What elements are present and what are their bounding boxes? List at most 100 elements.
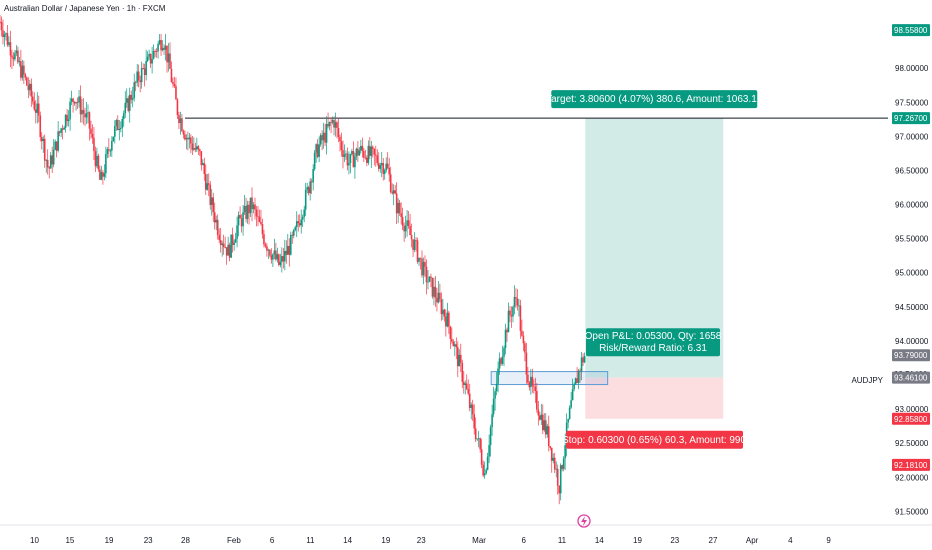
candle bbox=[94, 151, 97, 167]
candle bbox=[439, 292, 441, 300]
price-tag[interactable] bbox=[892, 458, 930, 471]
price-tag-label: 98.55800 bbox=[894, 26, 928, 35]
candle bbox=[200, 151, 203, 166]
y-tick-label: 96.00000 bbox=[895, 201, 929, 210]
candle bbox=[161, 47, 164, 51]
candle bbox=[452, 341, 455, 347]
candle bbox=[349, 154, 352, 163]
chart-title: Australian Dollar / Japanese Yen · 1h · … bbox=[4, 4, 166, 13]
candle bbox=[488, 445, 490, 457]
candle bbox=[343, 154, 346, 157]
candle bbox=[413, 239, 416, 250]
candle bbox=[61, 128, 64, 130]
target-label[interactable] bbox=[551, 90, 758, 109]
candle bbox=[298, 223, 301, 226]
candle bbox=[57, 131, 59, 151]
open-pnl-label[interactable] bbox=[586, 328, 720, 357]
candle bbox=[547, 426, 550, 447]
candle bbox=[327, 124, 329, 127]
candle bbox=[367, 145, 370, 163]
lightning-icon[interactable] bbox=[577, 514, 591, 528]
candle bbox=[142, 68, 144, 69]
candle bbox=[564, 445, 566, 459]
candle bbox=[187, 138, 189, 140]
candle bbox=[109, 150, 112, 152]
candle bbox=[33, 101, 36, 110]
x-tick-label: 14 bbox=[343, 536, 352, 545]
x-tick-label: 19 bbox=[633, 536, 642, 545]
candle bbox=[459, 354, 462, 363]
candle bbox=[476, 438, 478, 440]
candle bbox=[333, 120, 335, 128]
candle bbox=[428, 276, 431, 282]
candle bbox=[173, 84, 176, 87]
candle bbox=[54, 141, 56, 150]
candle bbox=[43, 138, 46, 161]
candle bbox=[424, 261, 426, 267]
candle bbox=[446, 312, 449, 327]
candle bbox=[245, 205, 247, 219]
candle bbox=[127, 98, 130, 111]
candle bbox=[276, 254, 279, 260]
candle bbox=[295, 221, 298, 228]
candle bbox=[421, 258, 423, 276]
candle bbox=[331, 120, 334, 123]
price-tag[interactable] bbox=[892, 349, 930, 362]
x-tick-label: 6 bbox=[270, 536, 275, 545]
candle bbox=[501, 356, 504, 364]
candle bbox=[337, 127, 340, 137]
candle bbox=[197, 146, 200, 150]
candle bbox=[522, 335, 525, 344]
candle bbox=[157, 44, 159, 52]
lightning-icon-glyph bbox=[581, 516, 587, 526]
candle bbox=[409, 226, 411, 236]
loss-zone[interactable] bbox=[585, 377, 724, 419]
price-tag[interactable] bbox=[892, 412, 930, 425]
candle bbox=[282, 256, 285, 262]
price-tag[interactable] bbox=[892, 24, 930, 37]
stop-label[interactable] bbox=[566, 430, 743, 449]
candle bbox=[175, 86, 177, 100]
candle bbox=[301, 216, 304, 220]
candle bbox=[321, 135, 323, 141]
candle bbox=[568, 407, 571, 420]
price-axis[interactable] bbox=[888, 0, 932, 550]
y-tick-label: 94.00000 bbox=[895, 337, 929, 346]
candle bbox=[67, 119, 70, 122]
candle bbox=[105, 154, 107, 174]
candle bbox=[376, 155, 379, 163]
x-tick-label: 28 bbox=[181, 536, 190, 545]
candle bbox=[218, 234, 221, 241]
candle bbox=[225, 247, 228, 256]
candle bbox=[307, 187, 310, 194]
candle bbox=[231, 234, 234, 245]
candle bbox=[389, 174, 392, 192]
y-tick-label: 91.50000 bbox=[895, 507, 929, 516]
candle bbox=[498, 358, 501, 369]
candle bbox=[221, 243, 223, 245]
candle bbox=[489, 427, 492, 446]
candle bbox=[179, 118, 182, 124]
candle bbox=[72, 98, 74, 102]
candle bbox=[297, 221, 300, 224]
candle bbox=[216, 219, 219, 235]
candle bbox=[419, 257, 422, 259]
x-tick-label: 19 bbox=[105, 536, 114, 545]
candle bbox=[281, 256, 283, 262]
candle bbox=[464, 383, 467, 385]
price-tag[interactable] bbox=[892, 112, 930, 125]
candle bbox=[527, 374, 529, 383]
candle bbox=[456, 347, 459, 367]
price-tag[interactable] bbox=[892, 371, 930, 384]
candle bbox=[485, 469, 487, 474]
entry-zone-box[interactable] bbox=[490, 371, 609, 386]
candle bbox=[63, 127, 65, 130]
candle bbox=[503, 347, 505, 357]
x-tick-label: 15 bbox=[65, 536, 74, 545]
candle bbox=[273, 250, 276, 255]
candle bbox=[400, 213, 402, 218]
candle bbox=[494, 391, 496, 399]
candle bbox=[158, 39, 161, 45]
candle bbox=[137, 71, 140, 81]
